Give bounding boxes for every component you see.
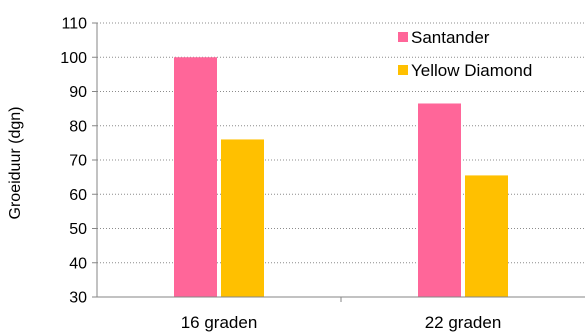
y-tick-label: 40	[69, 255, 87, 272]
y-tick-label: 100	[60, 50, 87, 67]
x-category-labels: 16 graden 22 graden	[181, 313, 502, 332]
y-axis-title: Groeiduur (dgn)	[7, 107, 24, 220]
legend-swatch	[398, 32, 408, 42]
x-category-label: 22 graden	[425, 313, 502, 332]
axes	[92, 22, 585, 302]
legend: Santander Yellow Diamond	[398, 28, 532, 80]
y-tick-label: 30	[69, 290, 87, 307]
bar-yellow-diamond-1	[221, 139, 264, 297]
y-tick-label: 80	[69, 118, 87, 135]
bar-santander-2	[418, 103, 461, 297]
y-tick-label: 90	[69, 84, 87, 101]
y-tick-labels: 30 40 50 60 70 80 90 100 110	[60, 16, 87, 307]
gridlines	[97, 22, 585, 264]
legend-swatch	[398, 65, 408, 75]
bar-santander-1	[174, 57, 217, 297]
y-tick-label: 50	[69, 221, 87, 238]
legend-label: Yellow Diamond	[411, 61, 532, 80]
y-tick-label: 70	[69, 153, 87, 170]
y-tick-label: 110	[61, 16, 87, 33]
bars	[174, 57, 508, 297]
x-category-label: 16 graden	[181, 313, 258, 332]
legend-label: Santander	[411, 28, 490, 47]
bar-yellow-diamond-2	[465, 175, 508, 297]
y-tick-label: 60	[69, 187, 87, 204]
